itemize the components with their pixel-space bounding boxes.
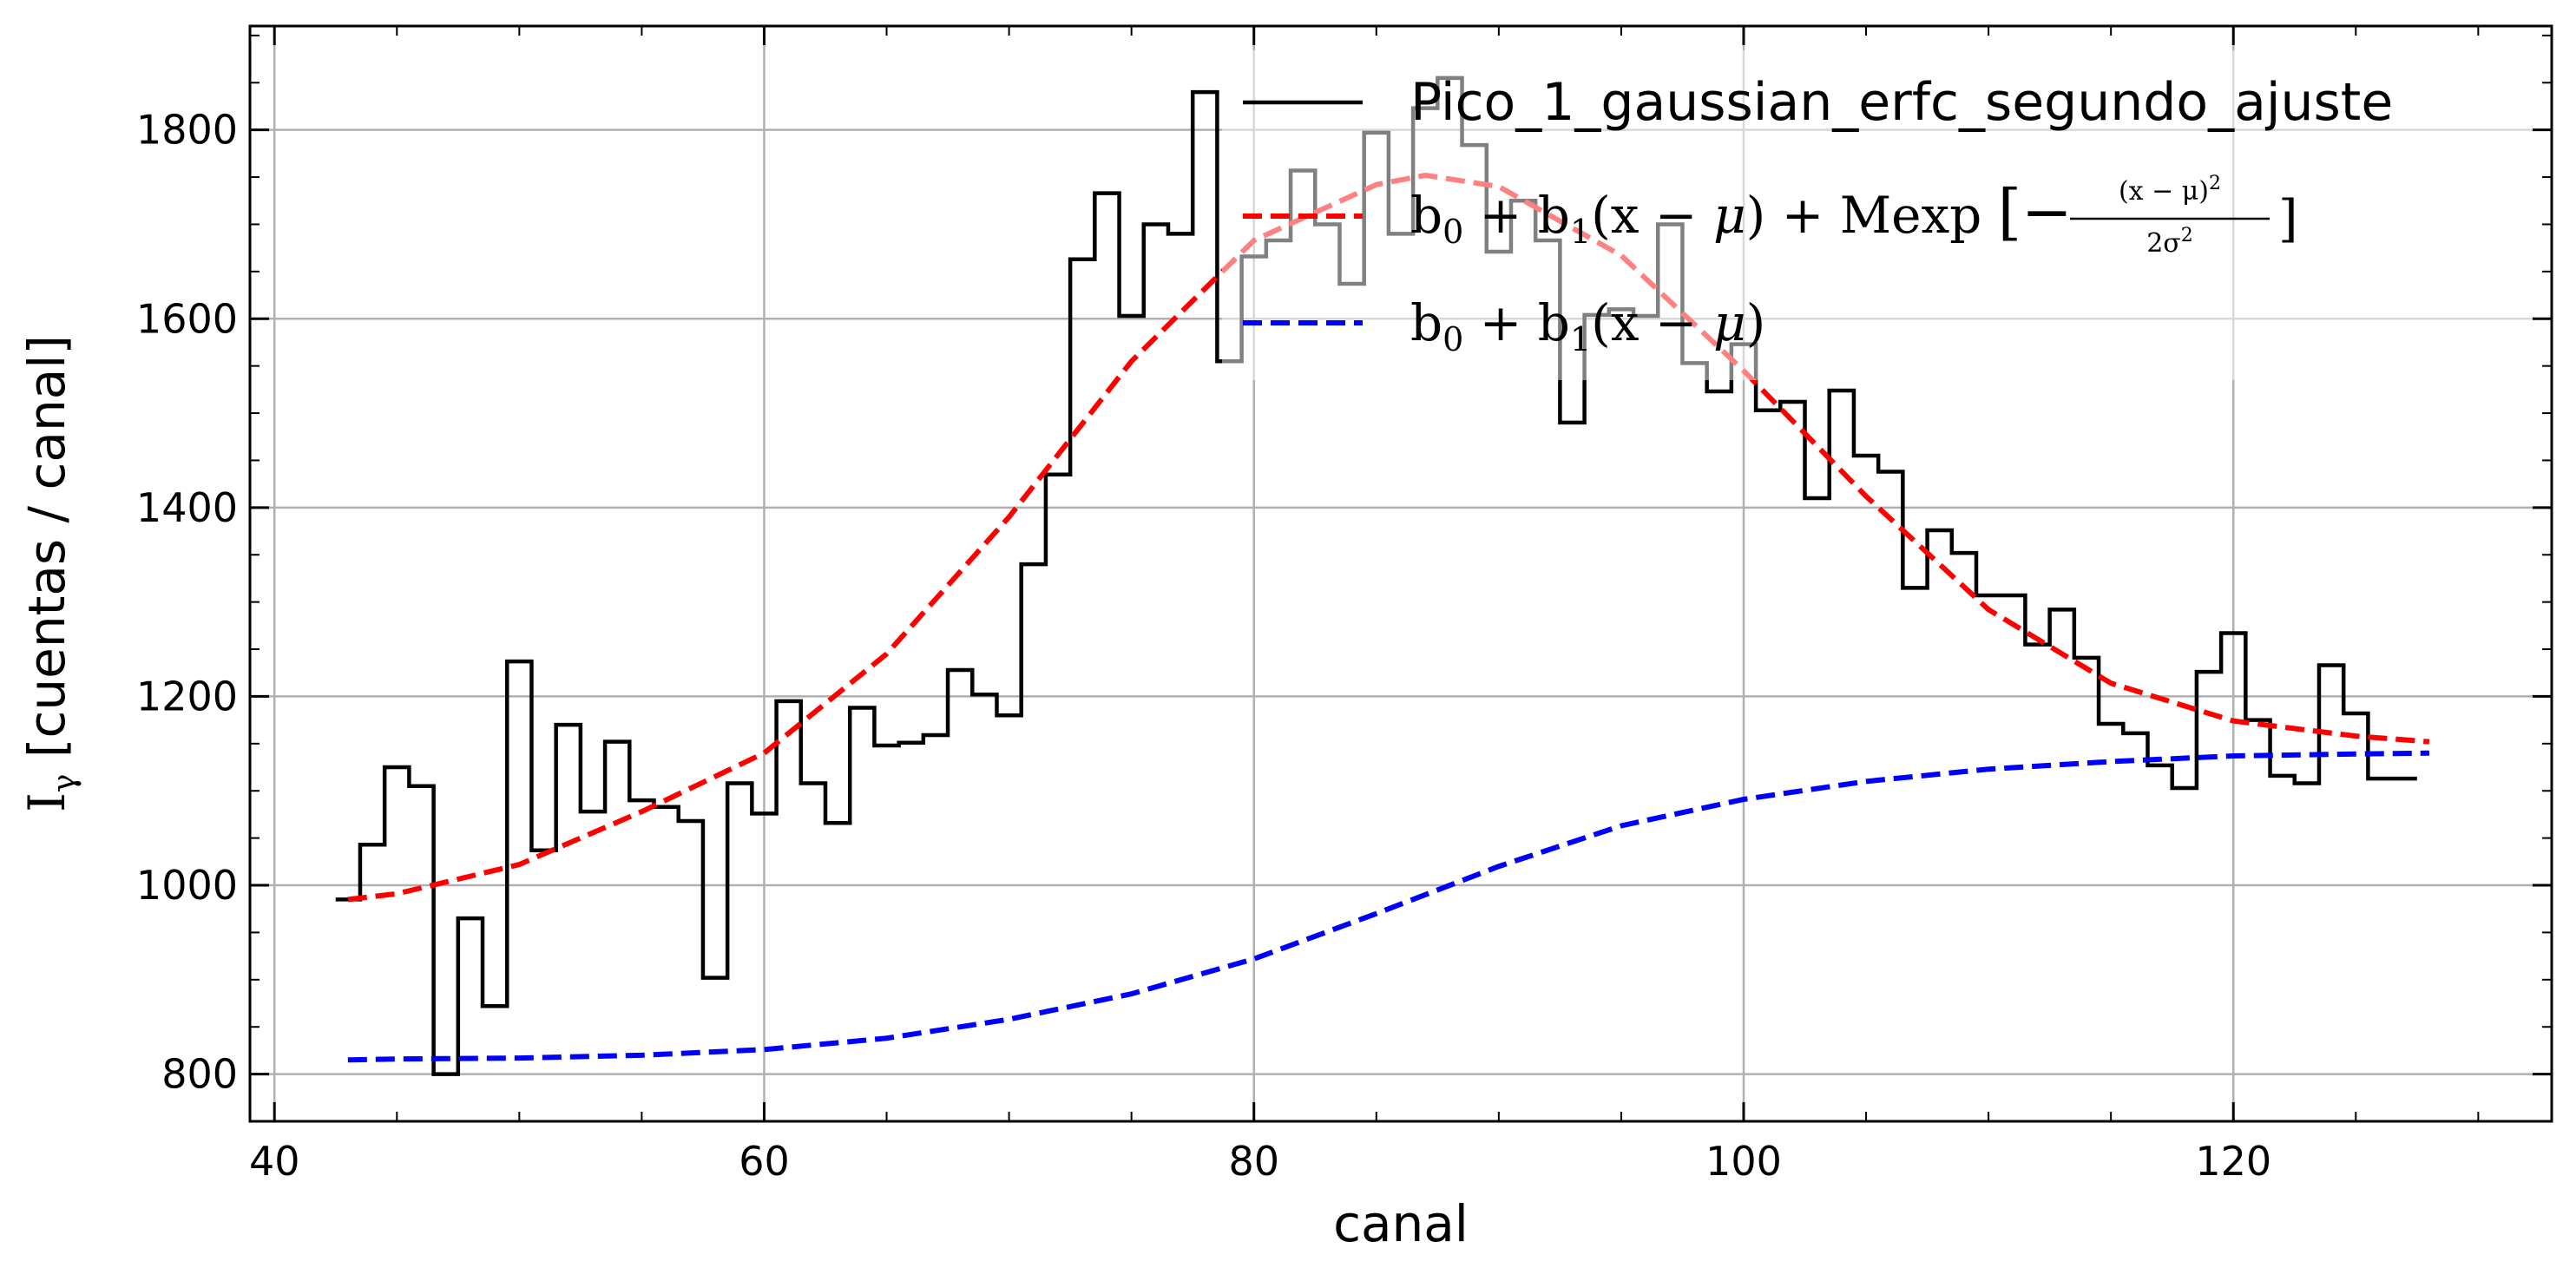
legend-label-fit: b0 + b1(x − μ) + Mexp [−	[1410, 176, 2073, 251]
legend: Pico_1_gaussian_erfc_segundo_ajuste b0 + …	[1222, 50, 2533, 380]
x-tick-label: 80	[1228, 1138, 1279, 1185]
legend-bracket-close: ]	[2278, 189, 2298, 248]
legend-label-histogram: Pico_1_gaussian_erfc_segundo_ajuste	[1410, 72, 2393, 133]
legend-fraction-denominator: 2σ2	[2146, 225, 2193, 259]
y-tick-label: 1200	[136, 673, 238, 719]
y-tick-label: 800	[161, 1051, 238, 1098]
x-tick-label: 40	[249, 1138, 300, 1185]
x-tick-label: 60	[739, 1138, 790, 1185]
y-tick-label: 1600	[136, 295, 238, 342]
plot-frame	[248, 24, 2553, 1123]
legend-background	[1222, 50, 2533, 380]
legend-label-background: b0 + b1(x − μ)	[1410, 293, 1765, 358]
series-line-background	[347, 750, 2429, 1063]
x-tick-label: 120	[2195, 1138, 2271, 1185]
x-axis-title: canal	[1333, 1194, 1469, 1253]
y-tick-label: 1400	[136, 484, 238, 531]
y-axis-title: Iγ [cuentas / canal]	[17, 335, 82, 812]
legend-fraction-numerator: (x − μ)2	[2119, 173, 2221, 207]
y-tick-label: 1800	[136, 107, 238, 154]
axes-ticks: 40 60 80 100 120 800 1000 1200 1400 1600 1800	[136, 26, 2552, 1185]
x-tick-label: 100	[1705, 1138, 1782, 1185]
y-tick-label: 1000	[136, 862, 238, 909]
